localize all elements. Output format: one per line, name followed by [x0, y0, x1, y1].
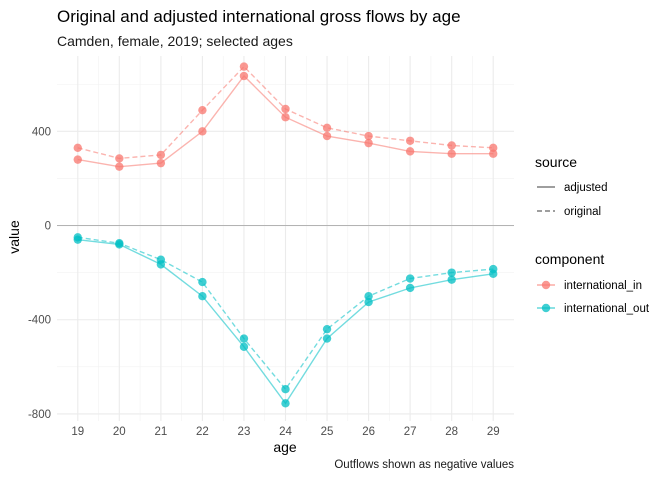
x-tick-label: 21 [154, 426, 167, 438]
chart-title: Original and adjusted international gros… [57, 7, 461, 26]
x-tick-label: 29 [487, 426, 500, 438]
data-point-international_in-adjusted [156, 158, 166, 168]
legend-title-source: source [535, 154, 577, 170]
data-point-international_out-original [489, 264, 498, 274]
data-point-international_in-original [364, 131, 373, 141]
x-tick-label: 26 [362, 426, 375, 438]
data-point-international_out-adjusted [239, 342, 249, 352]
data-point-international_out-adjusted [198, 291, 207, 301]
legend-label-international_out: international_out [564, 303, 650, 315]
legend: source adjusted original component internati… [535, 154, 650, 315]
data-point-international_out-original [115, 239, 124, 248]
data-point-international_in-adjusted [73, 155, 82, 164]
data-point-international_in-original [115, 154, 124, 163]
series-points [73, 62, 498, 408]
data-point-international_in-original [198, 105, 207, 115]
x-tick-label: 22 [196, 426, 209, 438]
y-tick-label: -400 [28, 315, 51, 327]
legend-label-adjusted: adjusted [564, 182, 607, 194]
data-point-international_in-adjusted [447, 149, 456, 158]
data-point-international_out-original [322, 324, 332, 334]
data-point-international_in-adjusted [364, 138, 373, 148]
data-point-international_in-adjusted [322, 131, 332, 141]
data-point-international_in-original [405, 136, 415, 145]
chart-caption: Outflows shown as negative values [334, 459, 514, 471]
data-point-international_out-original [73, 233, 82, 242]
data-point-international_out-original [156, 255, 166, 264]
data-point-international_in-adjusted [281, 113, 290, 122]
y-axis-ticks: -800 -400 0 400 [28, 126, 51, 421]
data-point-international_out-original [364, 291, 373, 301]
y-axis-title: value [6, 220, 22, 254]
legend-label-international_in: international_in [564, 280, 642, 292]
data-point-international_in-adjusted [115, 162, 124, 171]
x-tick-label: 23 [238, 426, 251, 438]
x-axis-title: age [273, 439, 297, 455]
legend-title-component: component [535, 251, 604, 267]
data-point-international_out-adjusted [364, 297, 373, 307]
x-tick-label: 25 [321, 426, 334, 438]
legend-label-original: original [564, 206, 601, 218]
data-point-international_in-original [73, 143, 82, 153]
data-point-international_in-original [239, 62, 249, 71]
data-point-international_in-original [447, 141, 456, 150]
data-point-international_in-adjusted [239, 71, 249, 81]
data-point-international_in-original [322, 123, 332, 133]
data-point-international_out-original [198, 277, 207, 287]
x-axis-ticks: 19 20 21 22 23 24 25 26 27 28 29 [71, 426, 499, 438]
data-point-international_out-original [447, 268, 456, 277]
data-point-international_in-original [156, 150, 166, 160]
data-point-international_out-adjusted [447, 275, 456, 284]
legend-key-point-international_out [541, 303, 551, 313]
data-point-international_out-adjusted [281, 399, 290, 408]
data-point-international_out-adjusted [405, 283, 415, 293]
x-tick-label: 19 [71, 426, 84, 438]
y-tick-label: 0 [45, 221, 51, 233]
data-point-international_in-original [489, 143, 498, 153]
x-tick-label: 24 [279, 426, 292, 438]
y-tick-label: -800 [28, 409, 51, 421]
data-point-international_out-original [239, 334, 249, 343]
data-point-international_in-adjusted [489, 149, 498, 158]
x-tick-label: 20 [113, 426, 126, 438]
legend-key-point-international_in [541, 280, 551, 290]
y-tick-label: 400 [32, 126, 51, 138]
data-point-international_out-adjusted [322, 334, 332, 343]
x-tick-label: 28 [445, 426, 458, 438]
data-point-international_out-original [405, 274, 415, 283]
data-point-international_out-original [281, 385, 290, 394]
data-point-international_in-adjusted [198, 127, 207, 136]
data-point-international_in-adjusted [405, 147, 415, 156]
data-point-international_in-original [281, 104, 290, 114]
chart-subtitle: Camden, female, 2019; selected ages [57, 33, 293, 49]
x-tick-label: 27 [404, 426, 417, 438]
